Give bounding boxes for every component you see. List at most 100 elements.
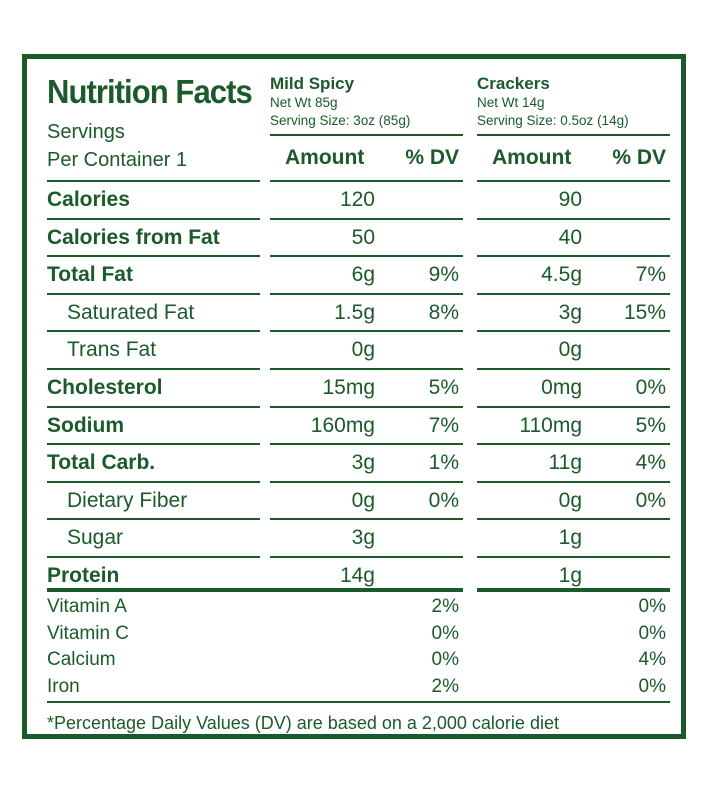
row-rule-label (47, 292, 260, 295)
servings-label: Servings (47, 121, 125, 143)
product-1-header-rule (270, 134, 463, 136)
row-rule-product-1 (270, 556, 463, 558)
product-2-amount: 110mg (519, 413, 582, 437)
nutrient-label: Trans Fat (67, 338, 157, 362)
product-2-vitamin-dv: 4% (638, 649, 666, 670)
row-rule-product-2 (477, 405, 670, 408)
footnote: *Percentage Daily Values (DV) are based … (47, 713, 559, 733)
product-2-amount: 0g (558, 338, 582, 362)
product-1-vitamin-dv: 0% (431, 622, 459, 644)
row-rule-product-1 (270, 518, 463, 521)
nutrient-label: Sugar (67, 526, 124, 550)
product-2-vitamin-dv: 0% (638, 675, 666, 697)
row-rule-label (47, 405, 260, 408)
nutrient-label: Dietary Fiber (67, 488, 188, 512)
nutrient-label: Total Carb. (47, 451, 156, 475)
product-1-dv-header: % DV (405, 146, 459, 169)
row-rule-label (47, 556, 260, 558)
footnote-rule (47, 701, 670, 703)
product-1-vitamin-dv: 2% (431, 596, 459, 617)
product-2-amount: 1g (558, 526, 582, 550)
row-rule-product-1 (270, 217, 463, 220)
nutrition-panel: Nutrition Facts Mild Spicy Net Wt 85g Se… (22, 54, 686, 739)
nutrient-label: Calories from Fat (47, 225, 220, 249)
product-2-amount: 90 (558, 188, 582, 211)
product-2-vitamin-dv: 0% (638, 622, 666, 644)
row-rule-product-2 (477, 518, 670, 521)
product-2-amount: 40 (558, 225, 582, 249)
row-rule-product-2 (477, 180, 670, 182)
product-1-amount: 0g (351, 338, 375, 362)
row-rule-label (47, 217, 260, 220)
product-1-amount: 0g (351, 488, 375, 512)
product-1-amount: 1.5g (334, 300, 375, 324)
row-rule-label (47, 443, 260, 446)
product-1-dv: 0% (428, 488, 459, 512)
vitamin-label: Vitamin A (47, 596, 127, 617)
product-1-dv: 9% (428, 263, 459, 287)
product-2-dv: 0% (635, 488, 666, 512)
row-rule-label (47, 180, 260, 182)
product-1-name: Mild Spicy (270, 74, 355, 93)
product-2-serving-size: Serving Size: 0.5oz (14g) (477, 113, 629, 128)
section-rule-product-1 (270, 588, 463, 592)
product-1-amount: 3g (351, 526, 375, 550)
product-1-amount: 15mg (322, 376, 375, 399)
product-1-amount-header: Amount (285, 146, 365, 169)
row-rule-product-1 (270, 443, 463, 446)
product-2-vitamin-dv: 0% (638, 596, 666, 617)
nutrient-label: Protein (47, 564, 120, 587)
row-rule-product-2 (477, 480, 670, 483)
row-rule-label (47, 368, 260, 370)
product-1-amount: 14g (339, 564, 375, 587)
vitamin-label: Vitamin C (47, 622, 130, 644)
row-rule-label (47, 255, 260, 258)
row-rule-product-2 (477, 330, 670, 333)
row-rule-product-2 (477, 255, 670, 258)
row-rule-product-1 (270, 255, 463, 258)
row-rule-product-2 (477, 443, 670, 446)
row-rule-label (47, 330, 260, 333)
vitamin-label: Calcium (47, 649, 116, 670)
product-2-dv: 0% (635, 376, 666, 399)
nutrient-label: Total Fat (47, 263, 133, 287)
product-2-dv: 7% (635, 263, 666, 287)
nutrient-label: Calories (47, 188, 130, 211)
product-2-header-rule (477, 134, 670, 136)
product-2-dv: 4% (635, 451, 666, 475)
product-1-net-weight: Net Wt 85g (270, 95, 338, 110)
product-2-dv: 5% (635, 413, 666, 437)
row-rule-product-1 (270, 180, 463, 182)
row-rule-product-2 (477, 556, 670, 558)
servings-per-container: Per Container 1 (47, 149, 188, 171)
product-2-amount: 4.5g (541, 263, 582, 287)
product-1-vitamin-dv: 2% (431, 675, 459, 697)
product-2-amount: 11g (548, 451, 582, 475)
row-rule-product-2 (477, 368, 670, 370)
product-1-dv: 1% (428, 451, 459, 475)
nutrient-label: Sodium (47, 413, 124, 437)
panel-title: Nutrition Facts (47, 73, 253, 110)
product-1-vitamin-dv: 0% (431, 649, 459, 670)
product-2-amount: 0mg (541, 376, 582, 399)
product-1-amount: 50 (351, 225, 375, 249)
nutrient-label: Saturated Fat (67, 300, 195, 324)
product-1-amount: 3g (351, 451, 375, 475)
product-2-amount: 0g (558, 488, 582, 512)
product-2-amount: 3g (558, 300, 582, 324)
product-2-amount: 1g (558, 564, 582, 587)
product-2-name: Crackers (477, 74, 550, 93)
product-1-serving-size: Serving Size: 3oz (85g) (270, 113, 411, 128)
section-rule-product-2 (477, 588, 670, 592)
product-2-dv-header: % DV (612, 146, 666, 169)
row-rule-product-1 (270, 292, 463, 295)
row-rule-label (47, 480, 260, 483)
row-rule-product-2 (477, 292, 670, 295)
product-1-amount: 120 (339, 188, 375, 211)
row-rule-product-1 (270, 368, 463, 370)
row-rule-product-1 (270, 405, 463, 408)
row-rule-product-2 (477, 217, 670, 220)
product-2-dv: 15% (623, 300, 666, 324)
product-1-dv: 7% (428, 413, 459, 437)
product-2-net-weight: Net Wt 14g (477, 95, 545, 110)
